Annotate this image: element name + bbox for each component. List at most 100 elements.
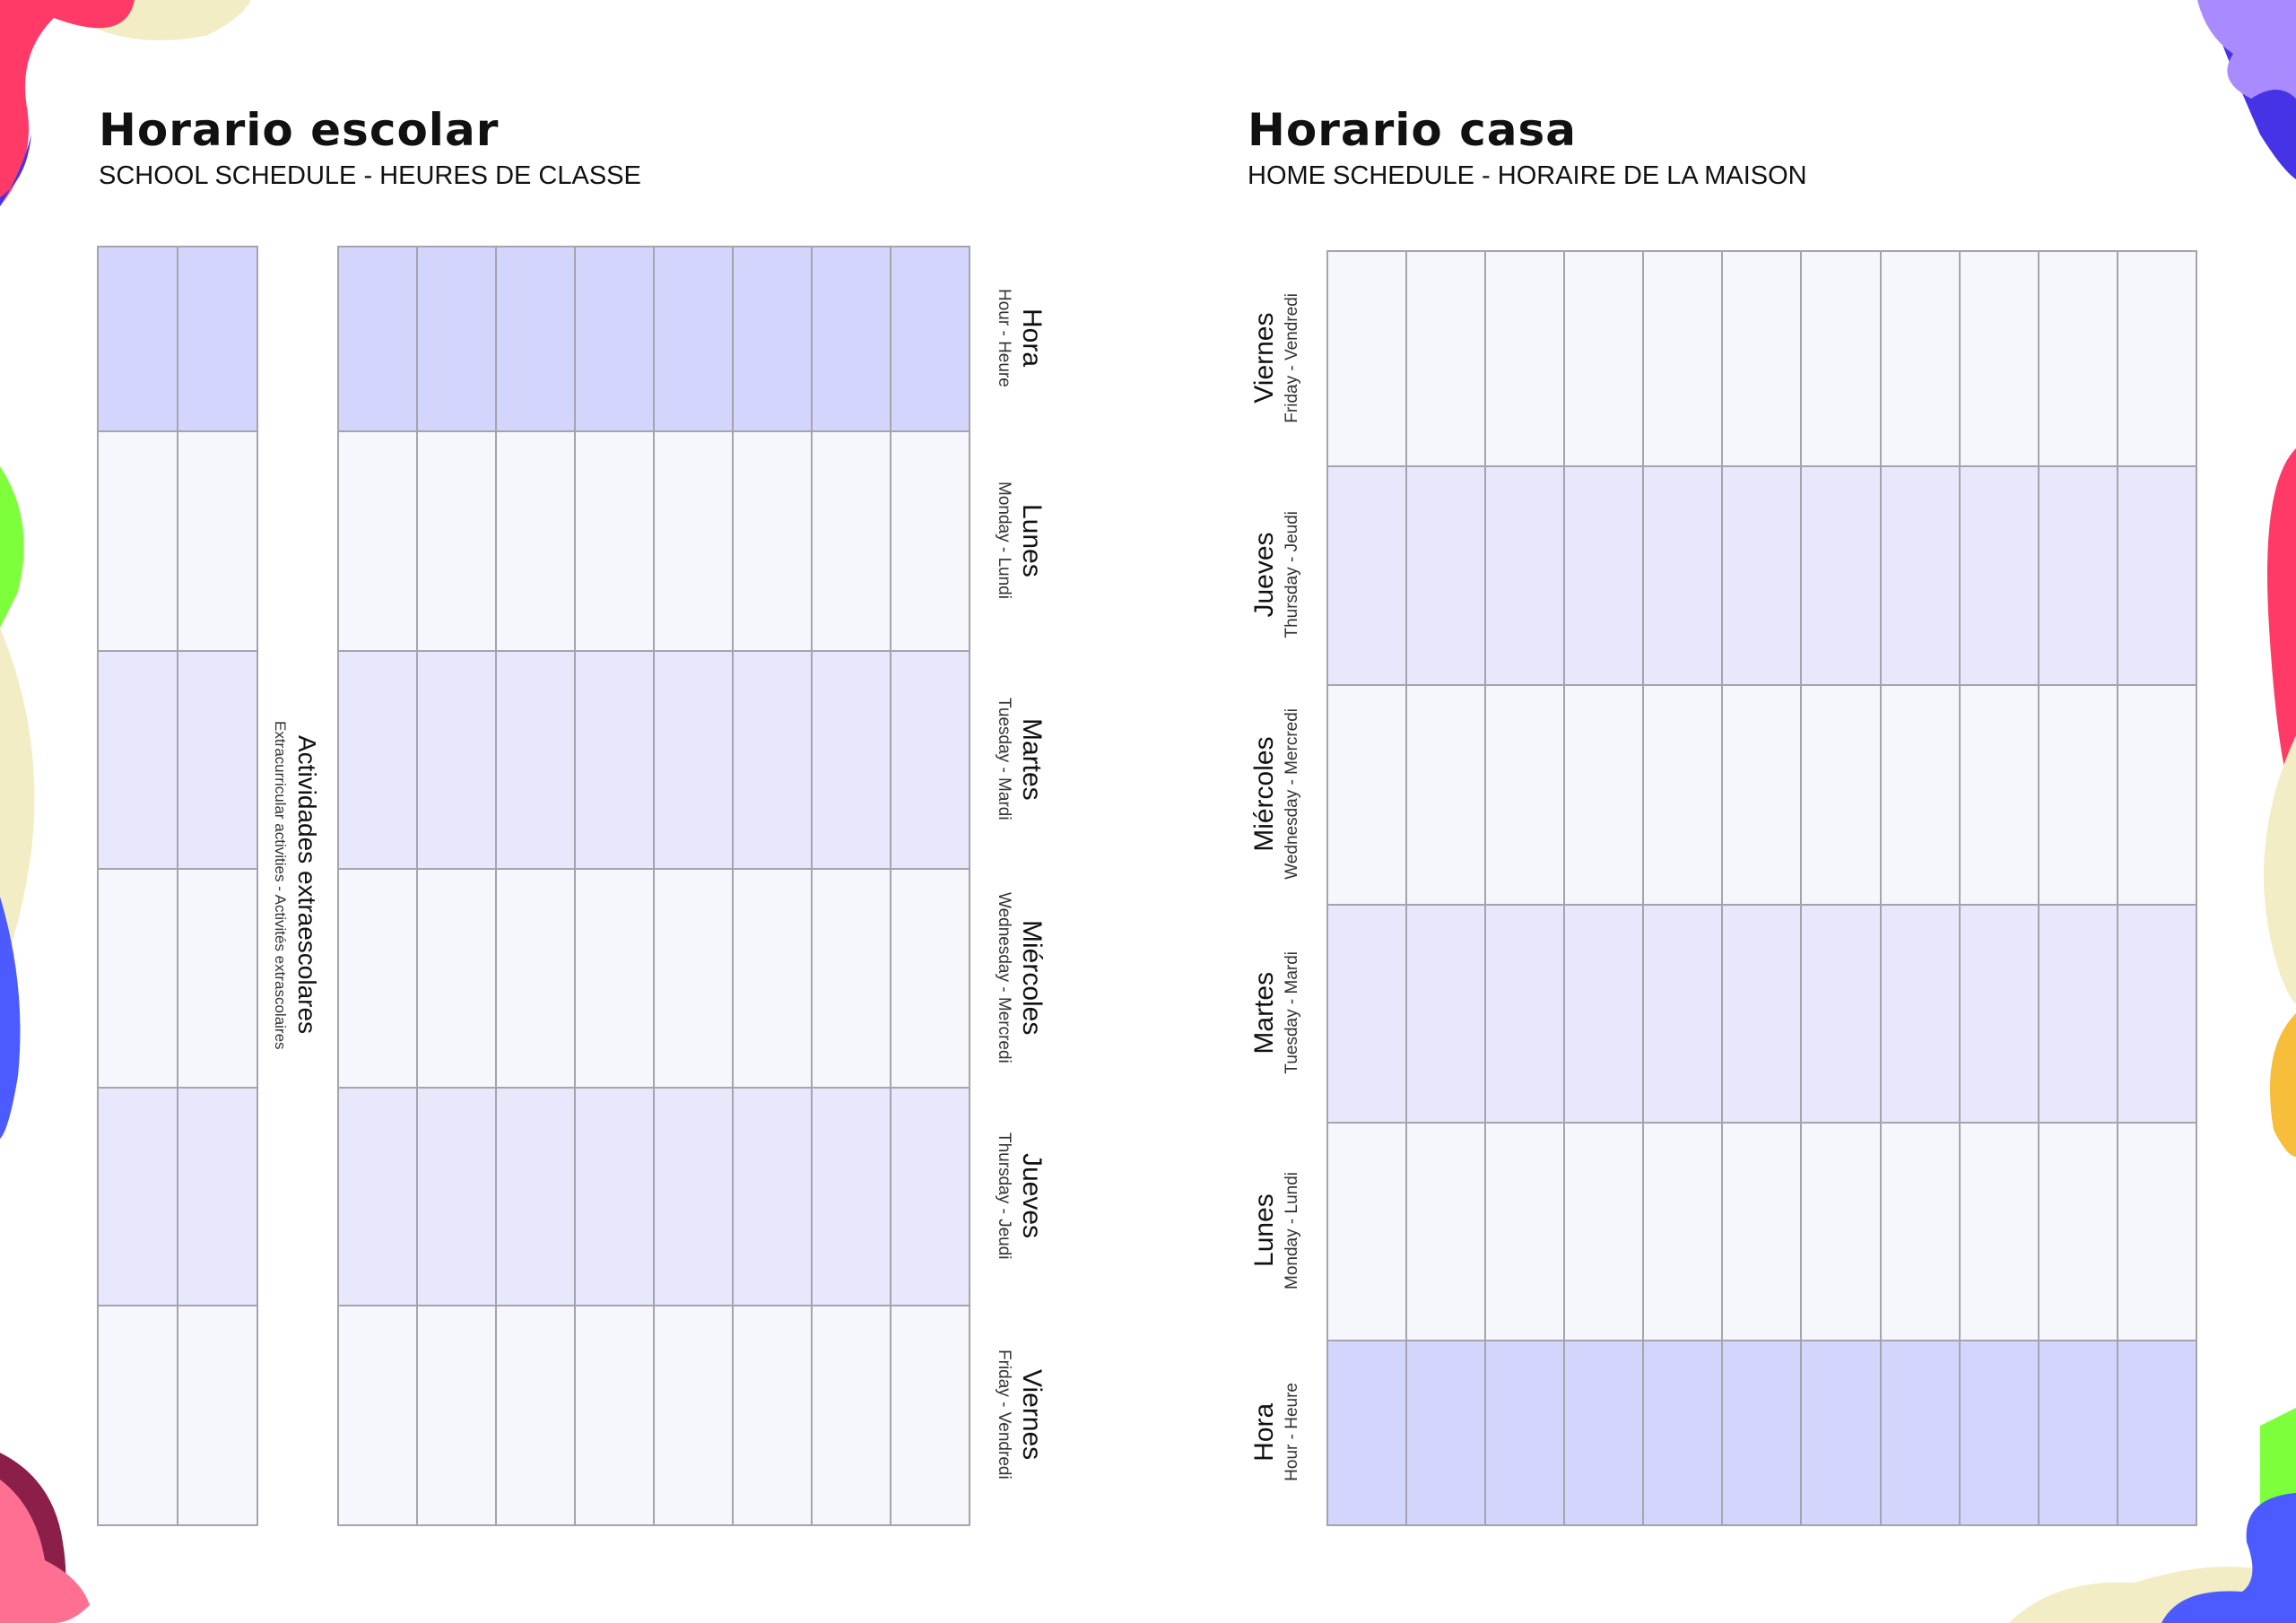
schedule-cell[interactable]	[1326, 250, 1408, 467]
schedule-cell[interactable]	[177, 650, 258, 870]
schedule-cell[interactable]	[1642, 250, 1724, 467]
schedule-cell[interactable]	[653, 246, 734, 432]
schedule-cell[interactable]	[177, 1305, 258, 1526]
schedule-cell[interactable]	[1721, 904, 1803, 1124]
schedule-cell[interactable]	[1405, 1122, 1487, 1341]
schedule-cell[interactable]	[1879, 1122, 1961, 1341]
schedule-cell[interactable]	[1484, 1122, 1566, 1341]
schedule-cell[interactable]	[1484, 1340, 1566, 1526]
schedule-cell[interactable]	[732, 1305, 813, 1526]
schedule-cell[interactable]	[1326, 1340, 1408, 1526]
schedule-cell[interactable]	[653, 430, 734, 652]
schedule-cell[interactable]	[2116, 1340, 2198, 1526]
schedule-cell[interactable]	[2116, 465, 2198, 686]
schedule-cell[interactable]	[653, 1087, 734, 1306]
schedule-cell[interactable]	[2116, 684, 2198, 906]
schedule-cell[interactable]	[1721, 1340, 1803, 1526]
schedule-cell[interactable]	[1642, 1122, 1724, 1341]
schedule-cell[interactable]	[416, 1087, 497, 1306]
schedule-cell[interactable]	[574, 868, 655, 1089]
schedule-cell[interactable]	[574, 650, 655, 870]
schedule-cell[interactable]	[495, 1305, 576, 1526]
schedule-cell[interactable]	[1563, 1122, 1645, 1341]
schedule-cell[interactable]	[1800, 465, 1882, 686]
schedule-cell[interactable]	[1879, 904, 1961, 1124]
schedule-cell[interactable]	[416, 650, 497, 870]
schedule-cell[interactable]	[416, 1305, 497, 1526]
schedule-cell[interactable]	[574, 246, 655, 432]
schedule-cell[interactable]	[1326, 465, 1408, 686]
schedule-cell[interactable]	[732, 246, 813, 432]
schedule-cell[interactable]	[1642, 904, 1724, 1124]
schedule-cell[interactable]	[890, 650, 970, 870]
schedule-cell[interactable]	[416, 430, 497, 652]
schedule-cell[interactable]	[97, 1305, 178, 1526]
schedule-cell[interactable]	[574, 430, 655, 652]
schedule-cell[interactable]	[1563, 250, 1645, 467]
schedule-cell[interactable]	[337, 1305, 418, 1526]
schedule-cell[interactable]	[732, 1087, 813, 1306]
schedule-cell[interactable]	[1484, 250, 1566, 467]
schedule-cell[interactable]	[732, 430, 813, 652]
schedule-cell[interactable]	[653, 650, 734, 870]
schedule-cell[interactable]	[1721, 250, 1803, 467]
schedule-cell[interactable]	[1879, 250, 1961, 467]
schedule-cell[interactable]	[2037, 465, 2118, 686]
schedule-cell[interactable]	[97, 1087, 178, 1306]
schedule-cell[interactable]	[890, 430, 970, 652]
schedule-cell[interactable]	[1958, 1340, 2039, 1526]
schedule-cell[interactable]	[2116, 250, 2198, 467]
schedule-cell[interactable]	[1563, 904, 1645, 1124]
schedule-cell[interactable]	[495, 650, 576, 870]
schedule-cell[interactable]	[1405, 684, 1487, 906]
schedule-cell[interactable]	[1484, 465, 1566, 686]
schedule-cell[interactable]	[495, 430, 576, 652]
schedule-cell[interactable]	[811, 246, 891, 432]
schedule-cell[interactable]	[1879, 684, 1961, 906]
schedule-cell[interactable]	[1879, 465, 1961, 686]
schedule-cell[interactable]	[811, 650, 891, 870]
schedule-cell[interactable]	[495, 1087, 576, 1306]
schedule-cell[interactable]	[1326, 684, 1408, 906]
schedule-cell[interactable]	[2037, 904, 2118, 1124]
schedule-cell[interactable]	[1721, 684, 1803, 906]
schedule-cell[interactable]	[1405, 250, 1487, 467]
schedule-cell[interactable]	[1563, 1340, 1645, 1526]
schedule-cell[interactable]	[1721, 465, 1803, 686]
schedule-cell[interactable]	[1642, 465, 1724, 686]
schedule-cell[interactable]	[1721, 1122, 1803, 1341]
schedule-cell[interactable]	[416, 246, 497, 432]
schedule-cell[interactable]	[574, 1087, 655, 1306]
schedule-cell[interactable]	[337, 868, 418, 1089]
schedule-cell[interactable]	[337, 1087, 418, 1306]
schedule-cell[interactable]	[2037, 1122, 2118, 1341]
schedule-cell[interactable]	[177, 430, 258, 652]
schedule-cell[interactable]	[1958, 684, 2039, 906]
schedule-cell[interactable]	[177, 1087, 258, 1306]
schedule-cell[interactable]	[177, 246, 258, 432]
schedule-cell[interactable]	[495, 868, 576, 1089]
schedule-cell[interactable]	[416, 868, 497, 1089]
schedule-cell[interactable]	[653, 868, 734, 1089]
schedule-cell[interactable]	[1800, 1340, 1882, 1526]
schedule-cell[interactable]	[1326, 1122, 1408, 1341]
schedule-cell[interactable]	[1563, 465, 1645, 686]
schedule-cell[interactable]	[732, 650, 813, 870]
schedule-cell[interactable]	[811, 1087, 891, 1306]
schedule-cell[interactable]	[1958, 1122, 2039, 1341]
schedule-cell[interactable]	[1563, 684, 1645, 906]
schedule-cell[interactable]	[337, 430, 418, 652]
schedule-cell[interactable]	[2116, 1122, 2198, 1341]
schedule-cell[interactable]	[890, 1087, 970, 1306]
schedule-cell[interactable]	[1879, 1340, 1961, 1526]
schedule-cell[interactable]	[177, 868, 258, 1089]
schedule-cell[interactable]	[811, 430, 891, 652]
schedule-cell[interactable]	[1326, 904, 1408, 1124]
schedule-cell[interactable]	[337, 246, 418, 432]
schedule-cell[interactable]	[1800, 904, 1882, 1124]
schedule-cell[interactable]	[1484, 904, 1566, 1124]
schedule-cell[interactable]	[1405, 904, 1487, 1124]
schedule-cell[interactable]	[1958, 465, 2039, 686]
schedule-cell[interactable]	[2037, 1340, 2118, 1526]
schedule-cell[interactable]	[1800, 684, 1882, 906]
